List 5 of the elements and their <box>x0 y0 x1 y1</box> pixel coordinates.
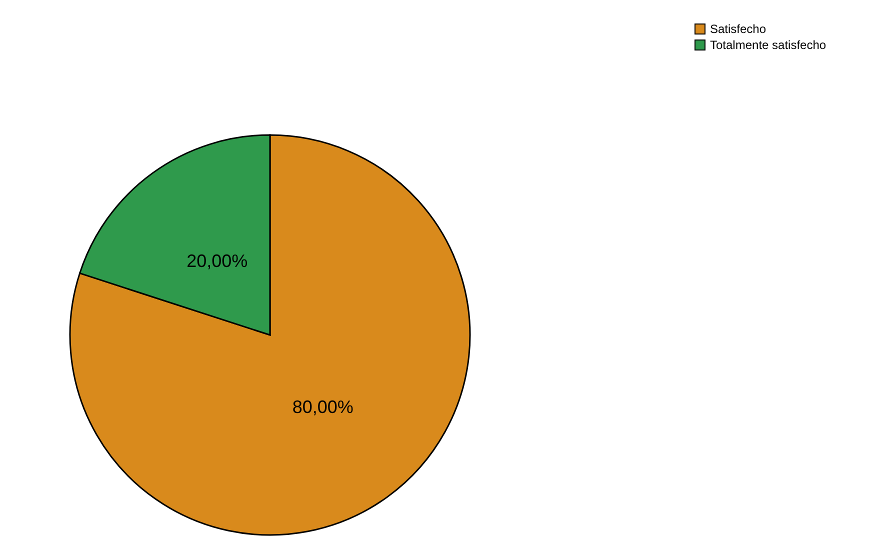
pie-slice <box>70 134 471 536</box>
data-label: 80,00% <box>292 396 354 417</box>
legend-label: Satisfecho <box>710 22 766 36</box>
data-label: 20,00% <box>186 251 248 272</box>
legend-label: Totalmente satisfecho <box>710 38 826 52</box>
